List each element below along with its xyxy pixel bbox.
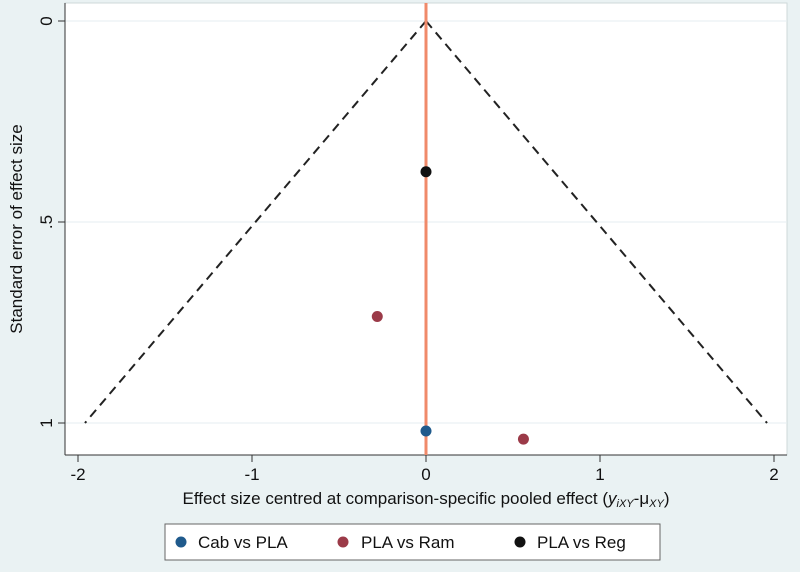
legend-marker-pla-vs-reg bbox=[514, 536, 526, 548]
x-tick-labels: -2 -1 0 1 2 bbox=[70, 465, 778, 484]
funnel-lines bbox=[84, 20, 768, 424]
legend-label-pla-vs-ram: PLA vs Ram bbox=[361, 533, 455, 552]
x-tick-label-0: -2 bbox=[70, 465, 85, 484]
funnel-line-right bbox=[425, 20, 768, 424]
funnel-line-left bbox=[84, 20, 427, 424]
y-axis-title: Standard error of effect size bbox=[7, 124, 26, 333]
legend-marker-cab-vs-pla bbox=[175, 536, 187, 548]
x-axis-title: Effect size centred at comparison-specif… bbox=[183, 489, 670, 510]
y-tick-label-1: .5 bbox=[37, 215, 56, 229]
legend-label-pla-vs-reg: PLA vs Reg bbox=[537, 533, 626, 552]
legend-marker-pla-vs-ram bbox=[337, 536, 349, 548]
data-point-s2-0 bbox=[420, 166, 432, 178]
legend-label-cab-vs-pla: Cab vs PLA bbox=[198, 533, 288, 552]
y-tick-label-2: 1 bbox=[37, 418, 56, 427]
data-point-s0-0 bbox=[420, 425, 432, 437]
legend: Cab vs PLA PLA vs Ram PLA vs Reg bbox=[164, 523, 661, 561]
data-point-s1-1 bbox=[517, 433, 529, 445]
x-tick-label-4: 2 bbox=[769, 465, 778, 484]
data-point-s1-0 bbox=[371, 310, 383, 322]
legend-box bbox=[164, 523, 661, 561]
y-tick-labels: 0.51 bbox=[37, 16, 56, 427]
x-tick-label-3: 1 bbox=[595, 465, 604, 484]
x-tick-label-1: -1 bbox=[244, 465, 259, 484]
y-tick-label-0: 0 bbox=[37, 16, 56, 25]
data-points bbox=[371, 166, 529, 445]
x-tick-label-2: 0 bbox=[421, 465, 430, 484]
